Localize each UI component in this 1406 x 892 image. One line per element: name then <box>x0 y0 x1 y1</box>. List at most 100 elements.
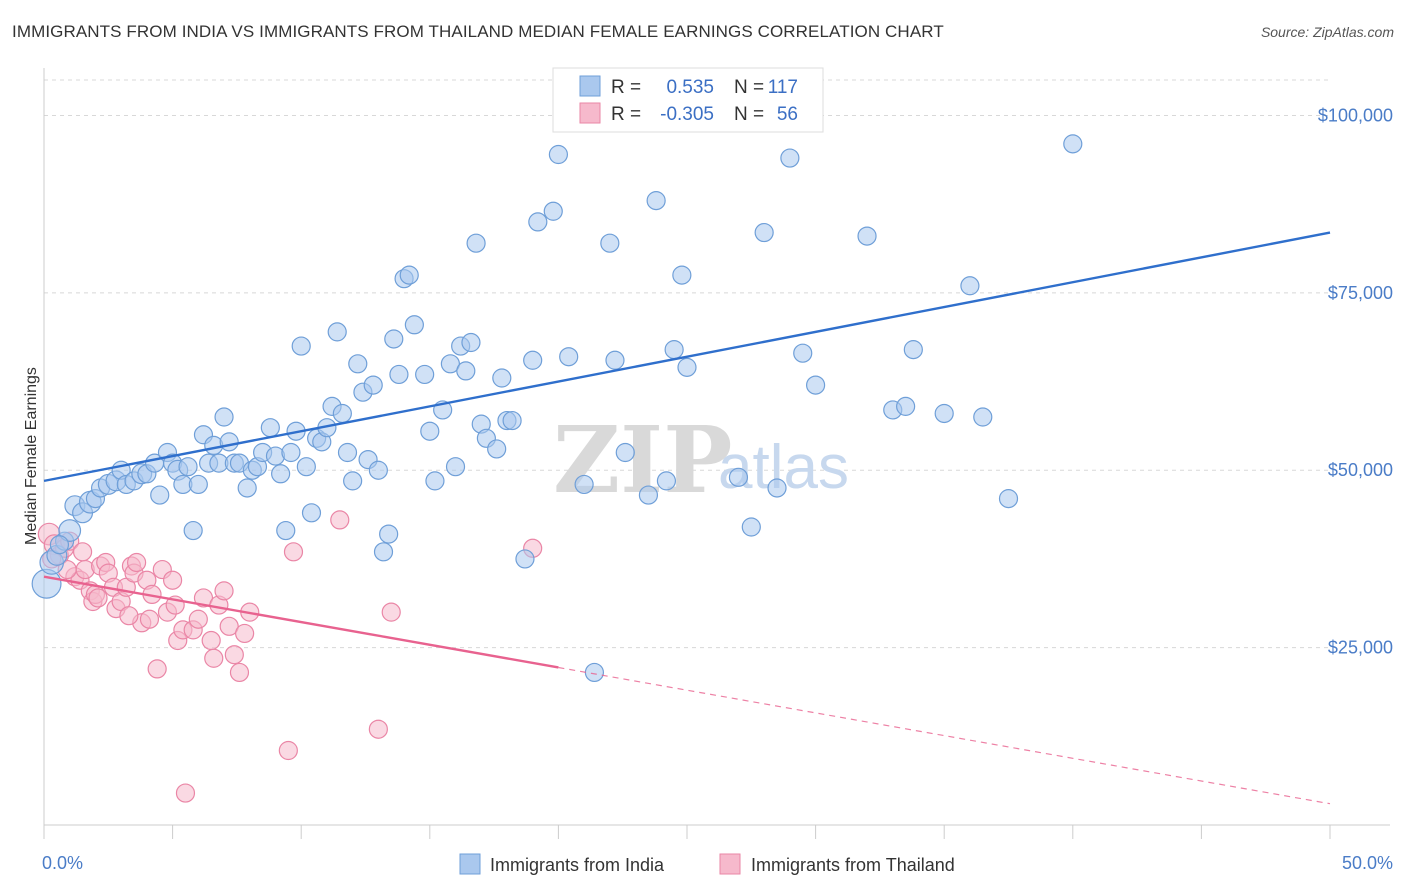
stats-india-n-label: N = <box>734 77 764 98</box>
data-point-thailand <box>126 552 147 573</box>
data-point-india <box>461 332 481 353</box>
x-tick-labels: 0.0% 50.0% <box>42 853 1393 873</box>
legend-label-thailand: Immigrants from Thailand <box>751 855 955 875</box>
data-point-india <box>415 364 435 385</box>
data-point-thailand <box>139 609 160 629</box>
data-point-india <box>373 542 394 562</box>
data-point-india <box>896 396 916 416</box>
series-india-points <box>31 134 1083 683</box>
stats-thailand-n-value: 56 <box>777 104 798 125</box>
data-point-india <box>188 474 208 495</box>
data-point-india <box>178 457 198 477</box>
data-point-india <box>445 457 466 477</box>
data-point-india <box>934 403 954 424</box>
data-point-thailand <box>88 588 108 608</box>
data-point-india <box>672 265 692 285</box>
data-point-india <box>337 442 358 463</box>
data-point-thailand <box>214 581 234 601</box>
stats-india-n-value: 117 <box>768 77 798 98</box>
data-point-thailand <box>175 783 196 803</box>
trend-lines <box>43 231 1331 805</box>
data-point-india <box>219 432 239 452</box>
data-point-thailand <box>188 609 208 629</box>
data-point-thailand <box>368 719 388 739</box>
stats-swatch-thailand <box>579 102 601 124</box>
data-point-india <box>343 471 363 491</box>
data-point-india <box>492 368 512 388</box>
data-point-india <box>677 357 697 377</box>
x-tick-label-start: 0.0% <box>42 853 83 873</box>
data-point-thailand <box>381 602 401 622</box>
y-axis-label: Median Female Earnings <box>23 367 40 545</box>
data-point-thailand <box>229 662 250 683</box>
data-point-india <box>605 350 625 370</box>
stats-legend: R = 0.535 N = 117 R = -0.305 N = 56 <box>552 67 824 133</box>
data-point-india <box>276 520 296 541</box>
data-point-india <box>399 265 419 285</box>
data-point-india <box>646 191 666 211</box>
source-credit: Source: ZipAtlas.com <box>1260 24 1394 40</box>
y-tick-labels: $25,000 $50,000 $75,000 $100,000 <box>1318 105 1393 657</box>
data-point-india <box>1063 134 1083 154</box>
trend-line-extension-thailand <box>558 666 1331 805</box>
data-point-india <box>296 457 316 477</box>
data-point-india <box>523 350 543 370</box>
data-point-india <box>584 662 605 683</box>
data-point-india <box>384 329 404 349</box>
data-point-india <box>638 485 659 505</box>
data-point-india <box>49 535 70 555</box>
data-point-india <box>805 375 826 395</box>
y-tick-label: $50,000 <box>1328 460 1393 480</box>
series-thailand-points <box>37 510 543 803</box>
data-point-india <box>960 276 980 296</box>
axes <box>43 68 1390 839</box>
data-point-india <box>301 503 322 523</box>
data-point-thailand <box>119 606 139 626</box>
data-point-india <box>466 233 486 253</box>
stats-swatch-india <box>579 75 601 97</box>
data-point-india <box>271 464 291 484</box>
data-point-india <box>281 442 301 463</box>
data-point-india <box>214 407 234 427</box>
data-point-india <box>574 474 594 495</box>
data-point-india <box>998 489 1019 509</box>
data-point-india <box>528 212 548 232</box>
data-point-thailand <box>204 648 224 668</box>
data-point-india <box>502 410 522 431</box>
data-point-thailand <box>235 623 255 644</box>
watermark: ZIP atlas <box>553 406 849 514</box>
data-point-india <box>332 403 352 424</box>
data-point-india <box>780 148 800 168</box>
data-point-thailand <box>147 659 167 679</box>
data-point-india <box>404 315 424 335</box>
data-point-india <box>767 478 787 498</box>
data-point-india <box>857 226 877 246</box>
data-point-india <box>379 524 399 544</box>
data-point-thailand <box>163 570 183 590</box>
series-legend: Immigrants from India Immigrants from Th… <box>459 853 955 875</box>
legend-swatch-india <box>459 853 481 875</box>
legend-swatch-thailand <box>719 853 741 875</box>
data-point-thailand <box>330 510 350 530</box>
data-point-india <box>793 343 813 363</box>
data-point-india <box>487 439 507 459</box>
data-point-india <box>425 471 445 491</box>
data-point-india <box>389 364 409 385</box>
data-point-thailand <box>72 542 93 562</box>
stats-india-r-label: R = <box>611 77 641 98</box>
x-tick-label-end: 50.0% <box>1342 853 1393 873</box>
stats-thailand-n-label: N = <box>734 104 764 125</box>
data-point-india <box>183 520 203 541</box>
data-point-india <box>754 222 774 243</box>
data-point-india <box>728 467 749 487</box>
stats-india-r-value: 0.535 <box>666 77 714 98</box>
stats-thailand-r-value: -0.305 <box>660 104 714 125</box>
data-point-india <box>237 478 257 498</box>
data-point-india <box>600 233 620 253</box>
y-tick-label: $100,000 <box>1318 105 1393 125</box>
data-point-india <box>543 201 563 221</box>
data-point-thailand <box>224 645 244 665</box>
data-point-thailand <box>201 630 221 651</box>
data-point-india <box>363 375 383 395</box>
